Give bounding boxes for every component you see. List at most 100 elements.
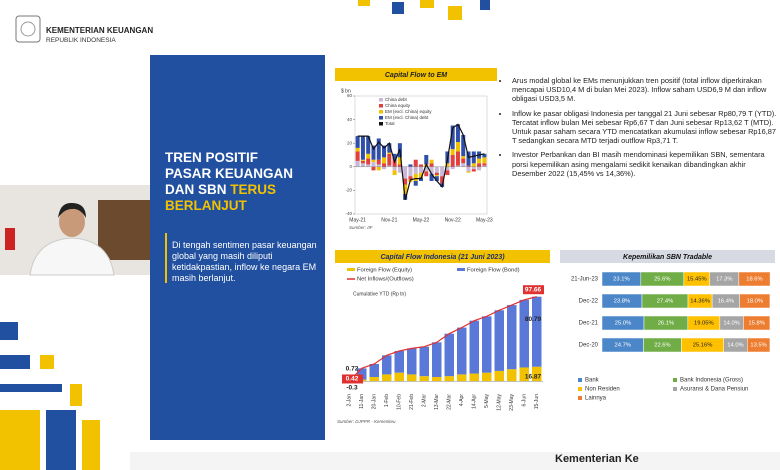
value-label: 18.6%	[746, 277, 762, 283]
decor-square	[82, 420, 100, 470]
bar	[414, 167, 418, 174]
bullet-box: Arus modal global ke EMs menunjukkan tre…	[500, 76, 780, 183]
y-tick-label: 0	[349, 164, 352, 169]
x-tick-label: 5-May	[484, 394, 490, 408]
bar	[430, 163, 434, 167]
bar	[532, 297, 542, 367]
legend-label: Foreign Flow (Equity)	[357, 268, 412, 274]
x-tick-label: 11-Jan	[359, 394, 365, 409]
value-label: 16.4%	[718, 299, 734, 305]
decor-square	[0, 410, 40, 470]
bar	[461, 159, 465, 164]
y-tick-label: 40	[347, 117, 353, 122]
value-label: 0.42	[346, 376, 359, 383]
bar	[370, 364, 380, 377]
legend-label: Foreign Flow (Bond)	[467, 268, 520, 274]
bar	[414, 181, 418, 186]
title-highlight: BERLANJUT	[165, 198, 293, 214]
footer-bar	[130, 452, 780, 470]
bar	[414, 174, 418, 181]
bar	[451, 149, 455, 155]
legend-label: Lainnya	[585, 396, 607, 402]
org-name: KEMENTERIAN KEUANGAN	[46, 26, 153, 35]
bar	[445, 170, 449, 175]
chart-title: Kepemilikan SBN Tradable	[623, 254, 712, 261]
source: Sumber: DJPPR - Kemenkeu	[337, 419, 396, 424]
value-label: 18.0%	[747, 299, 763, 305]
x-tick-label: May-22	[413, 217, 430, 223]
bar	[482, 163, 486, 165]
bar	[424, 172, 428, 177]
value-label: 25.16%	[693, 343, 713, 349]
bar	[495, 310, 505, 371]
decor-square	[480, 0, 490, 10]
bullet: Investor Perbankan dan BI masih mendomin…	[510, 150, 780, 178]
bar	[395, 351, 405, 373]
legend-swatch	[379, 110, 383, 114]
bar	[419, 167, 423, 173]
bar	[432, 377, 442, 381]
legend-label: Non Residen	[585, 387, 620, 393]
x-tick-label: 2-Jan	[347, 394, 353, 407]
bar	[456, 151, 460, 165]
x-tick-label: 22-Mar	[447, 394, 453, 410]
decor-square	[0, 384, 62, 392]
value-label: 17.3%	[716, 277, 732, 283]
decor-square	[0, 355, 30, 369]
decor-square	[46, 410, 76, 470]
chart: Kepemilikan SBN Tradable21-Jun-2323.1%25…	[560, 250, 775, 425]
bar	[440, 167, 444, 176]
legend-swatch	[673, 378, 677, 382]
value-label: 14.36%	[690, 299, 710, 305]
legend-swatch	[578, 396, 582, 400]
bar	[457, 374, 467, 381]
bar	[445, 376, 455, 381]
bar	[366, 164, 370, 166]
value-label: 22.6%	[654, 343, 670, 349]
y-tick-label: Dec-21	[579, 321, 599, 327]
x-tick-label: May-23	[476, 217, 493, 223]
bar	[482, 316, 492, 372]
value-label: 25.6%	[654, 277, 670, 283]
bar	[477, 167, 481, 171]
bar	[366, 154, 370, 159]
bar	[435, 173, 439, 175]
bar	[371, 167, 375, 171]
legend-label: China equity	[385, 103, 411, 108]
bar	[393, 170, 397, 175]
bar	[387, 154, 391, 166]
y-tick-label: -40	[345, 211, 352, 216]
x-tick-label: 20-Jan	[372, 394, 378, 410]
bar	[430, 160, 434, 164]
value-label: 80.79	[525, 316, 542, 323]
bar	[420, 376, 430, 381]
value-label: 14.0%	[727, 343, 743, 349]
decor-square	[0, 322, 18, 340]
legend-label: Bank Indonesia (Gross)	[680, 378, 743, 384]
bar	[361, 163, 365, 167]
country-name: REPUBLIK INDONESIA	[46, 37, 116, 44]
bar	[366, 159, 370, 165]
legend-swatch	[379, 98, 383, 102]
bar	[432, 342, 442, 377]
source: Sumber: IIF	[349, 225, 373, 230]
bar	[472, 163, 476, 167]
x-tick-label: May-21	[349, 217, 366, 223]
x-tick-label: 14-Apr	[472, 394, 478, 409]
legend-label: EM (excl. China) equity	[385, 109, 432, 114]
bar	[461, 163, 465, 167]
value-label: 23.8%	[614, 299, 630, 305]
bar	[477, 163, 481, 167]
legend-swatch	[347, 268, 355, 271]
panel-title: TREN POSITIF PASAR KEUANGAN DAN SBN TERU…	[165, 150, 293, 214]
legend-swatch	[379, 104, 383, 108]
logo	[21, 22, 35, 36]
decor-square	[40, 355, 54, 369]
decor-square	[420, 0, 434, 8]
bar	[407, 348, 417, 374]
bar	[382, 167, 386, 169]
bar	[472, 169, 476, 171]
legend-label: China debt	[385, 97, 408, 102]
bar	[382, 157, 386, 163]
